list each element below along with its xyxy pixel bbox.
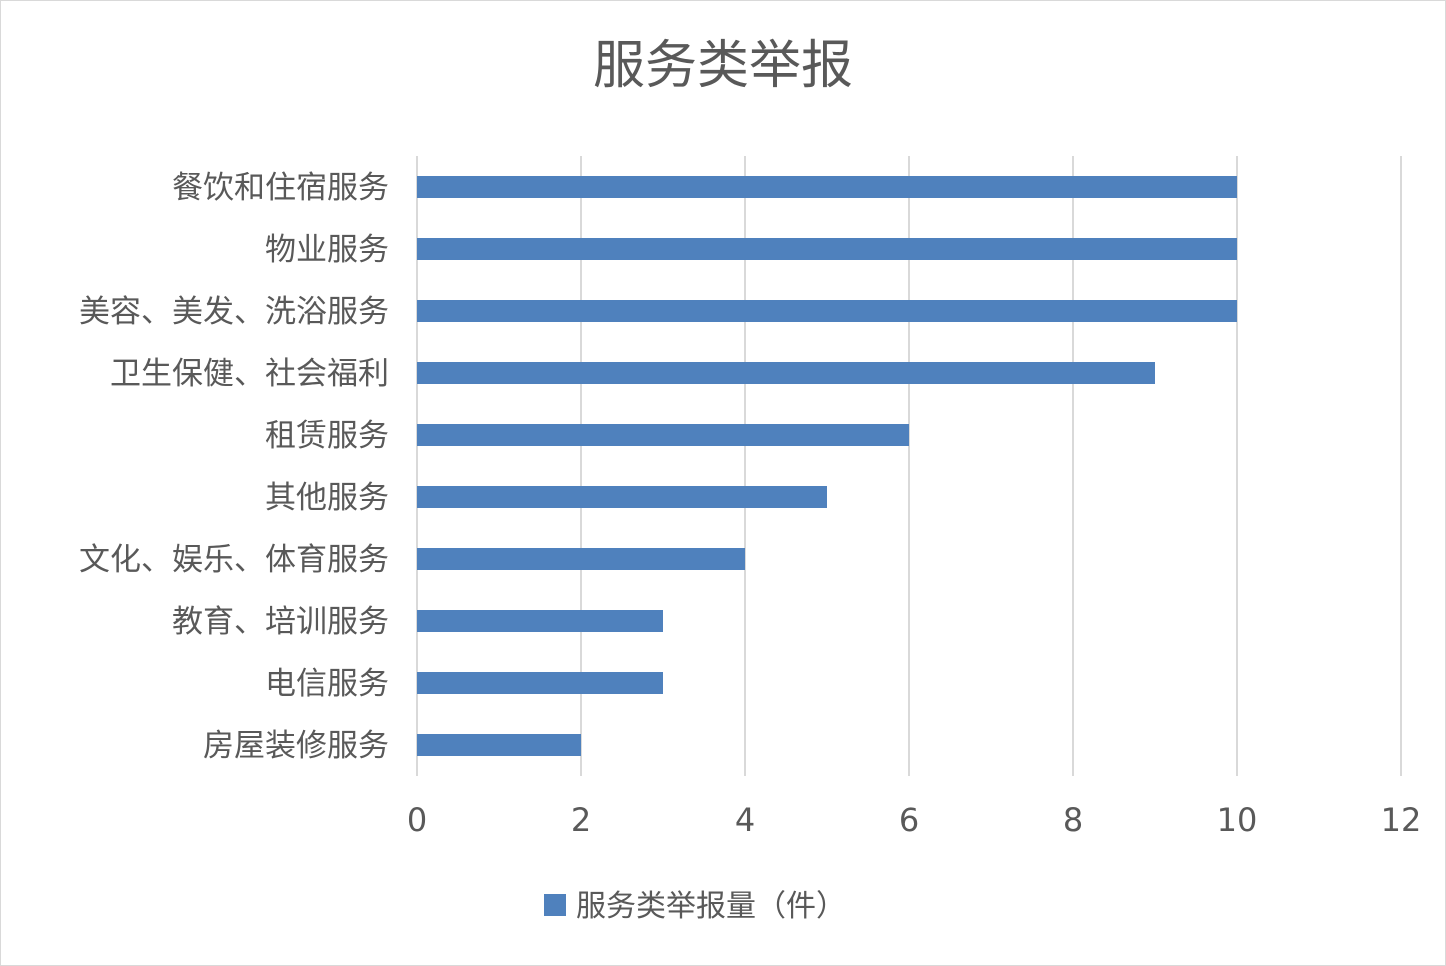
chart-title: 服务类举报: [593, 36, 853, 96]
category-label: 其他服务: [265, 480, 389, 516]
x-tick-label: 6: [899, 801, 919, 839]
x-tick-label: 12: [1381, 801, 1422, 839]
bar: [417, 362, 1155, 384]
category-label: 教育、培训服务: [172, 604, 389, 640]
x-tick-label: 10: [1217, 801, 1258, 839]
bar: [417, 486, 827, 508]
category-label: 卫生保健、社会福利: [110, 356, 389, 392]
category-label: 文化、娱乐、体育服务: [79, 542, 389, 578]
x-tick-label: 2: [571, 801, 591, 839]
x-tick-label: 8: [1063, 801, 1083, 839]
category-label: 物业服务: [265, 232, 389, 268]
bar: [417, 548, 745, 570]
category-label: 租赁服务: [265, 418, 389, 454]
category-label: 房屋装修服务: [203, 728, 389, 764]
legend-label: 服务类举报量（件）: [576, 889, 846, 924]
bar: [417, 610, 663, 632]
bar: [417, 672, 663, 694]
legend-swatch: [544, 894, 566, 916]
bar: [417, 300, 1237, 322]
category-label: 美容、美发、洗浴服务: [79, 294, 389, 330]
category-label: 餐饮和住宿服务: [172, 170, 389, 206]
bar: [417, 176, 1237, 198]
legend: 服务类举报量（件）: [544, 889, 846, 924]
category-label: 电信服务: [265, 666, 389, 702]
bar: [417, 734, 581, 756]
bar: [417, 238, 1237, 260]
bar: [417, 424, 909, 446]
x-tick-label: 4: [735, 801, 755, 839]
x-tick-label: 0: [407, 801, 427, 839]
